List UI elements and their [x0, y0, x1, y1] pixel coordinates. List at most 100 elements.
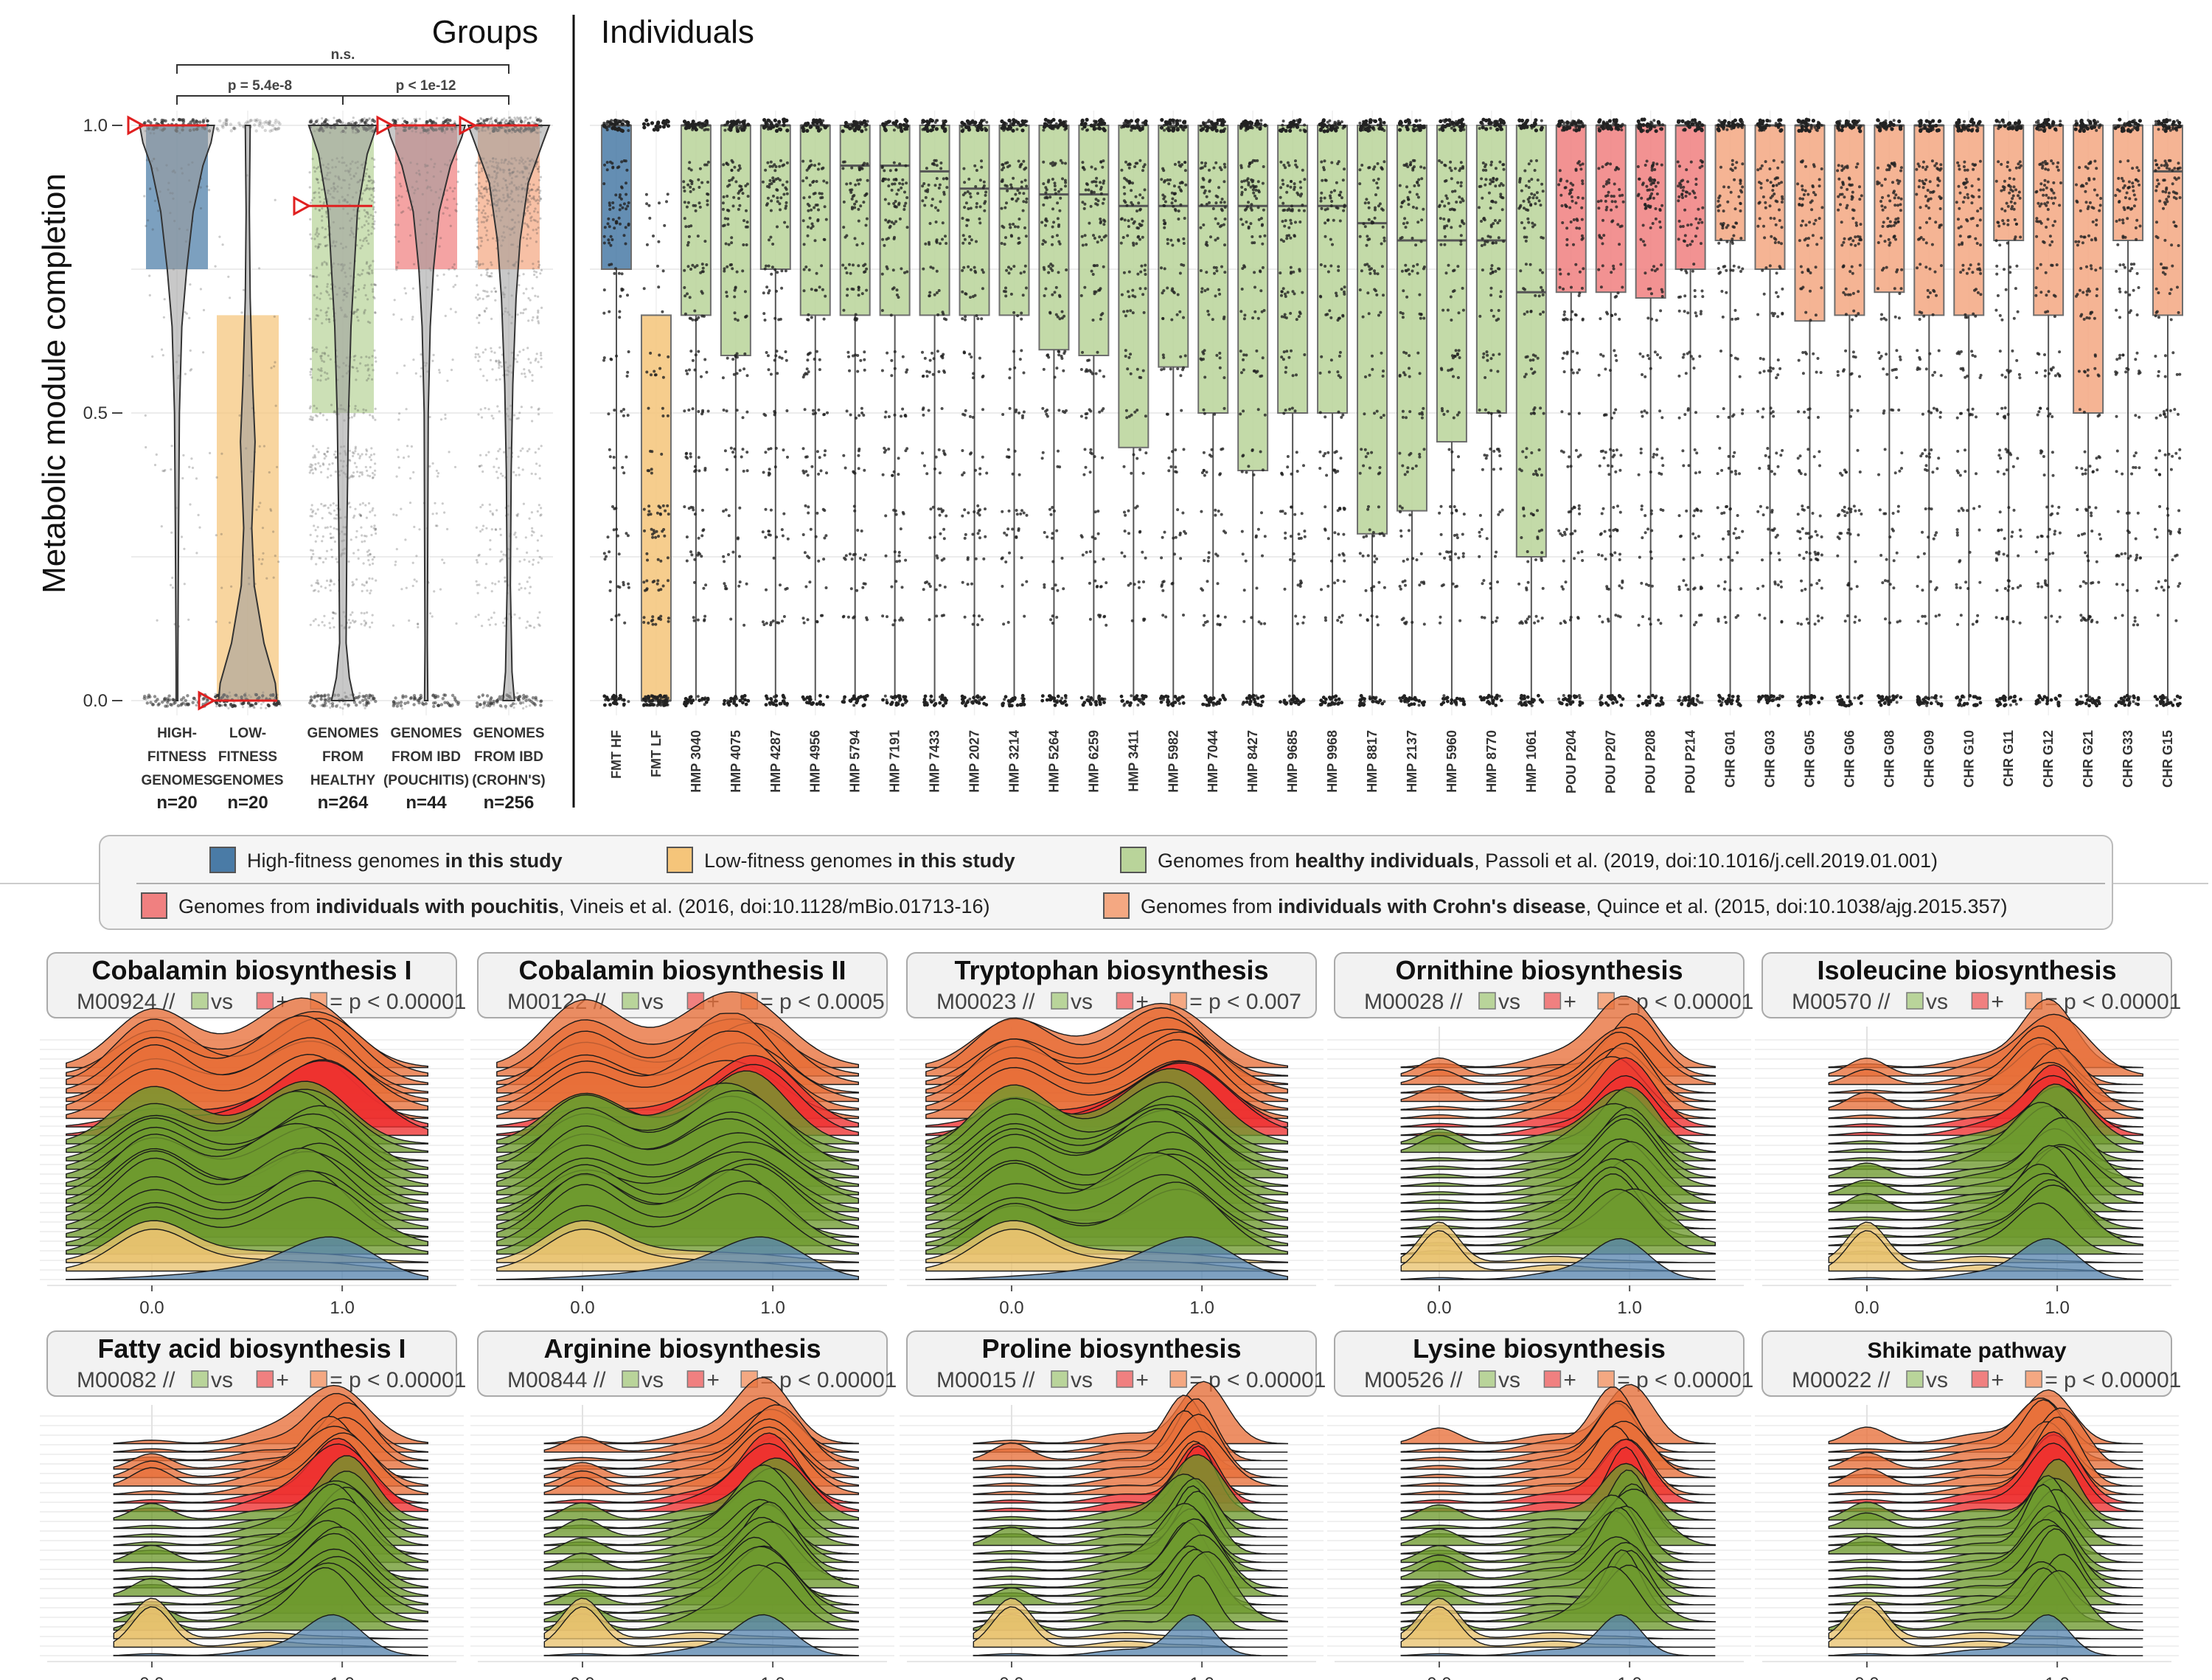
- individual-point: [770, 199, 773, 203]
- group-point: [516, 692, 519, 695]
- group-point: [313, 454, 316, 457]
- group-point: [309, 358, 313, 361]
- individual-point: [781, 534, 785, 538]
- group-point: [363, 286, 366, 290]
- individual-point: [692, 619, 696, 622]
- individual-point: [1020, 509, 1023, 513]
- individual-point: [778, 355, 782, 359]
- group-point: [163, 696, 167, 701]
- group-point: [535, 240, 538, 243]
- individual-point: [617, 613, 621, 617]
- individual-point: [935, 614, 939, 618]
- group-point: [326, 476, 330, 479]
- group-point: [358, 692, 361, 695]
- group-point: [398, 171, 401, 174]
- individual-point: [858, 166, 861, 170]
- individual-point: [782, 512, 786, 516]
- group-point: [164, 704, 167, 708]
- individual-point: [782, 123, 786, 128]
- individual-point: [700, 534, 704, 538]
- individual-point: [687, 167, 691, 170]
- group-point: [331, 617, 334, 620]
- group-point: [366, 469, 369, 473]
- individual-point: [767, 368, 771, 372]
- group-point: [523, 368, 526, 371]
- group-point: [417, 625, 420, 629]
- group-point: [428, 465, 431, 468]
- individual-point: [1007, 509, 1011, 513]
- individual-point: [887, 178, 891, 181]
- group-point: [402, 210, 405, 213]
- group-point: [353, 621, 356, 624]
- group-point: [395, 548, 398, 551]
- group-point: [324, 235, 327, 238]
- individual-point: [745, 582, 748, 586]
- individual-point: [984, 128, 989, 132]
- group-point: [407, 455, 410, 458]
- individual-point: [684, 369, 688, 372]
- individual-point: [972, 372, 975, 375]
- individual-point: [682, 180, 686, 184]
- individual-point: [854, 313, 858, 316]
- individual-point: [733, 447, 737, 451]
- individual-point: [818, 192, 821, 195]
- group-point: [184, 372, 187, 375]
- group-point: [493, 287, 496, 290]
- group-category-label: GENOMES: [307, 726, 378, 741]
- group-category-label: FROM IBD: [392, 749, 461, 765]
- individual-point: [890, 374, 894, 378]
- individual-point: [734, 703, 738, 707]
- group-point: [394, 696, 397, 700]
- group-point: [538, 624, 541, 628]
- individual-point: [975, 314, 978, 318]
- individual-point: [845, 409, 849, 413]
- individual-point: [1020, 583, 1024, 587]
- individual-point: [938, 513, 942, 517]
- individual-point: [682, 186, 686, 190]
- group-point: [146, 695, 150, 699]
- group-point: [276, 127, 280, 131]
- group-point: [323, 452, 326, 456]
- group-point: [316, 700, 319, 703]
- group-point: [487, 408, 490, 411]
- group-point: [202, 351, 205, 354]
- individual-point: [785, 180, 789, 184]
- individual-point: [852, 616, 855, 619]
- group-point: [519, 449, 522, 452]
- group-category-label: GENOMES: [212, 773, 283, 788]
- individual-point: [863, 553, 867, 557]
- individual-point: [812, 409, 815, 412]
- group-point: [188, 316, 191, 319]
- individual-point: [627, 350, 630, 353]
- group-point: [449, 308, 453, 310]
- group-point: [310, 464, 314, 467]
- group-point: [397, 118, 400, 121]
- individual-point: [662, 528, 666, 531]
- group-point: [509, 704, 513, 708]
- group-point: [444, 417, 447, 420]
- group-point: [368, 118, 371, 121]
- group-point: [229, 129, 233, 133]
- individual-point: [784, 206, 787, 210]
- individual-point: [768, 185, 771, 189]
- individual-point: [804, 123, 809, 128]
- individual-point: [1015, 509, 1018, 512]
- individual-point: [862, 120, 867, 125]
- individual-point: [846, 294, 849, 297]
- individual-point: [857, 449, 860, 453]
- individual-point: [974, 185, 978, 188]
- group-point: [431, 513, 434, 516]
- group-point: [324, 311, 327, 314]
- group-point: [398, 412, 401, 415]
- individual-point: [730, 263, 733, 266]
- individual-point: [981, 375, 984, 379]
- individual-point: [776, 196, 779, 200]
- group-point: [323, 352, 326, 355]
- individual-point: [850, 207, 854, 211]
- individual-point: [661, 504, 665, 507]
- group-point: [534, 219, 537, 222]
- individual-point: [645, 370, 649, 374]
- group-point: [323, 698, 327, 701]
- individual-point: [814, 288, 817, 292]
- group-point: [408, 501, 412, 504]
